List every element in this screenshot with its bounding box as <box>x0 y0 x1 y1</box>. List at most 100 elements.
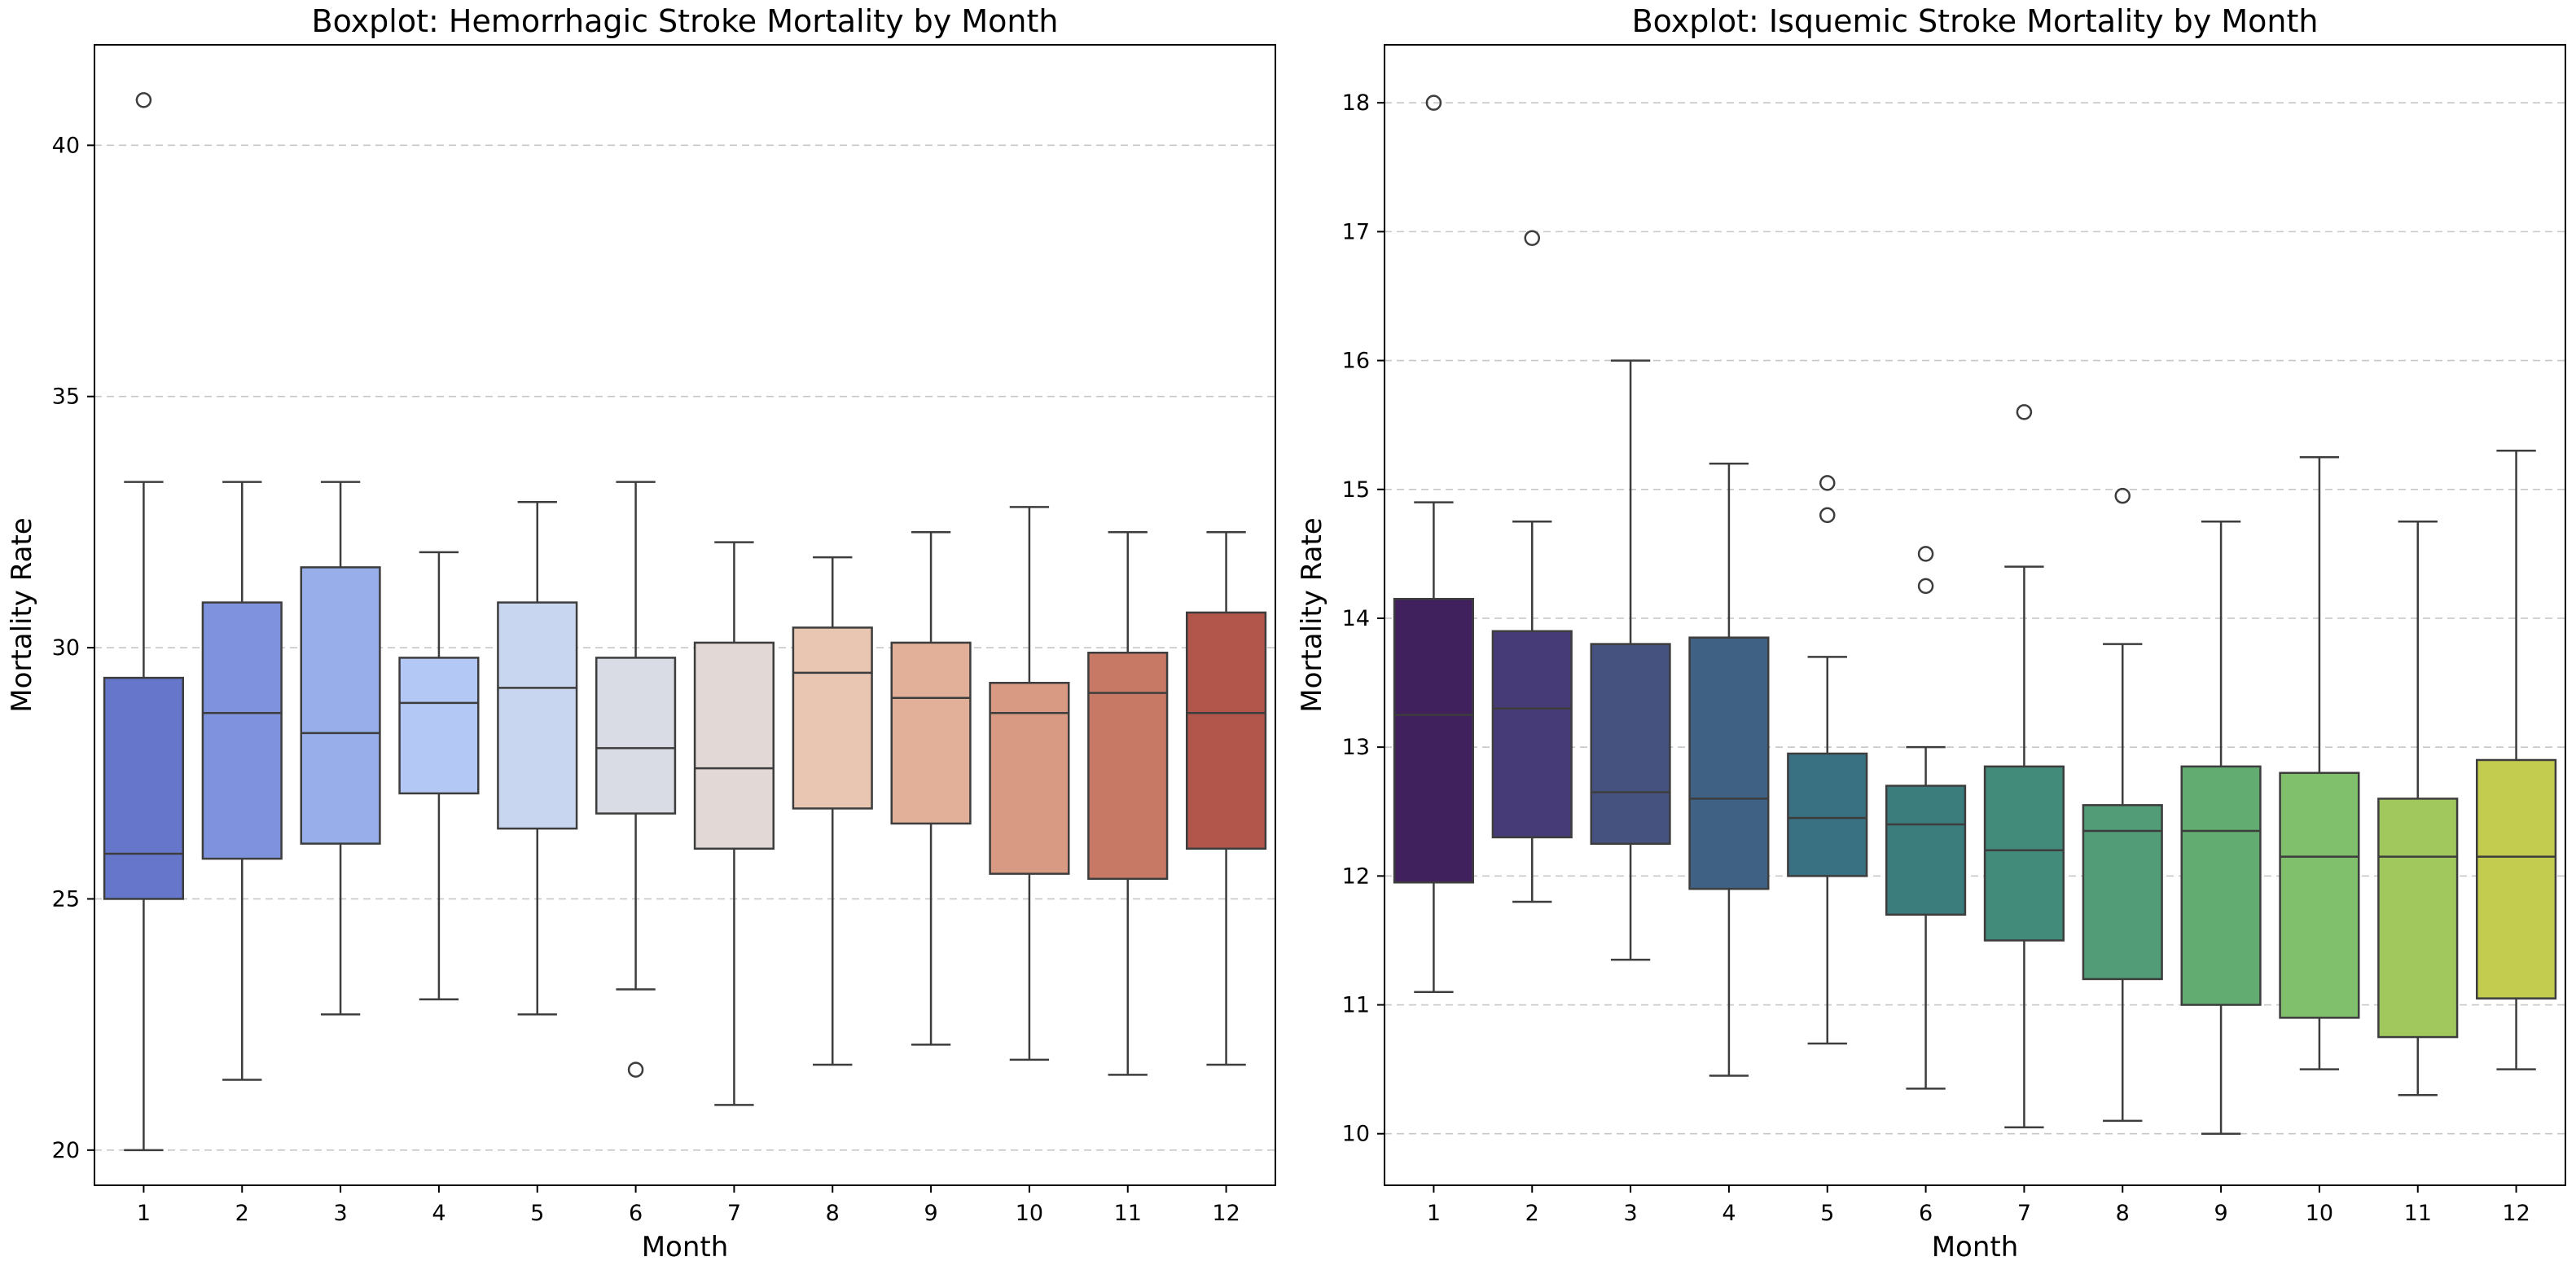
box-month-9 <box>890 530 972 1046</box>
box-month-8 <box>792 556 873 1066</box>
y-tick-label: 13 <box>1342 735 1370 760</box>
outlier-point <box>135 92 152 108</box>
y-tick-label: 15 <box>1342 477 1370 503</box>
box-month-7 <box>693 541 775 1106</box>
outlier-point <box>1524 230 1540 247</box>
box-month-11 <box>1087 530 1169 1076</box>
box-month-2 <box>201 481 283 1081</box>
y-tick-label: 30 <box>52 635 80 661</box>
x-tick-label: 3 <box>333 1201 347 1226</box>
y-tick-label: 18 <box>1342 90 1370 116</box>
box-month-6 <box>595 481 677 1078</box>
x-tick-label: 5 <box>1820 1201 1834 1226</box>
iqr-box <box>2180 765 2262 1006</box>
y-tick-label: 10 <box>1342 1122 1370 1147</box>
outlier-point <box>1425 94 1442 111</box>
iqr-box <box>1087 652 1169 881</box>
iqr-box <box>2082 804 2163 981</box>
iqr-box <box>890 641 972 825</box>
box-month-2 <box>1491 230 1573 903</box>
box-month-6 <box>1885 546 1967 1090</box>
outlier-point <box>2016 404 2033 420</box>
iqr-box <box>693 641 775 850</box>
x-tick-label: 9 <box>2214 1201 2227 1226</box>
box-month-12 <box>1186 530 1267 1066</box>
y-tick-label: 11 <box>1342 993 1370 1018</box>
y-tick-label: 16 <box>1342 349 1370 374</box>
box-month-7 <box>1983 404 2065 1129</box>
x-tick-label: 4 <box>432 1201 445 1226</box>
x-tick-label: 2 <box>1525 1201 1539 1226</box>
iqr-box <box>103 676 184 900</box>
x-tick-label: 12 <box>1212 1201 1240 1226</box>
x-tick-label: 2 <box>235 1201 249 1226</box>
iqr-box <box>398 657 480 795</box>
box-month-9 <box>2180 521 2262 1135</box>
iqr-box <box>2279 771 2360 1019</box>
iqr-box <box>792 626 873 810</box>
outlier-point <box>627 1061 644 1078</box>
x-tick-label: 6 <box>629 1201 643 1226</box>
plot-frame <box>1384 44 2566 1186</box>
x-tick-label: 10 <box>1016 1201 1043 1226</box>
box-month-10 <box>989 506 1070 1061</box>
box-month-4 <box>1688 462 1770 1077</box>
iqr-box <box>2377 798 2459 1039</box>
y-tick-label: 12 <box>1342 864 1370 889</box>
x-tick-label: 9 <box>924 1201 937 1226</box>
y-axis-label: Mortality Rate <box>1296 517 1328 712</box>
box-month-4 <box>398 551 480 1001</box>
iqr-box <box>1983 765 2065 942</box>
x-tick-label: 12 <box>2502 1201 2530 1226</box>
x-tick-label: 4 <box>1722 1201 1736 1226</box>
x-tick-label: 1 <box>1427 1201 1441 1226</box>
iqr-box <box>1491 630 1573 839</box>
y-tick-label: 40 <box>52 133 80 158</box>
x-tick-label: 7 <box>727 1201 741 1226</box>
x-tick-label: 7 <box>2017 1201 2031 1226</box>
x-tick-label: 8 <box>826 1201 840 1226</box>
x-tick-label: 11 <box>1114 1201 1142 1226</box>
y-tick-label: 25 <box>52 886 80 912</box>
x-axis-label: Month <box>642 1231 729 1263</box>
iqr-box <box>595 657 677 815</box>
x-tick-label: 10 <box>2306 1201 2333 1226</box>
x-tick-label: 5 <box>530 1201 544 1226</box>
box-month-3 <box>1590 359 1671 961</box>
iqr-box <box>300 566 381 845</box>
iqr-box <box>2476 758 2557 1000</box>
box-month-3 <box>300 481 381 1016</box>
chart-title: Boxplot: Isquemic Stroke Mortality by Mo… <box>1632 3 2319 39</box>
x-axis-label: Month <box>1932 1231 2019 1263</box>
box-month-5 <box>497 500 578 1016</box>
x-tick-label: 11 <box>2404 1201 2432 1226</box>
chart-title: Boxplot: Hemorrhagic Stroke Mortality by… <box>312 3 1059 39</box>
box-month-5 <box>1787 475 1868 1045</box>
iqr-box <box>497 601 578 830</box>
box-month-8 <box>2082 487 2163 1123</box>
box-month-10 <box>2279 455 2360 1070</box>
plot-frame <box>94 44 1276 1186</box>
box-month-11 <box>2377 521 2459 1096</box>
outlier-point <box>1917 546 1934 562</box>
box-month-12 <box>2476 450 2557 1070</box>
outlier-point <box>1819 507 1836 524</box>
iqr-box <box>1393 597 1475 884</box>
outlier-point <box>1917 578 1934 595</box>
iqr-box <box>1885 784 1967 916</box>
outlier-point <box>2114 487 2131 504</box>
y-tick-label: 17 <box>1342 219 1370 244</box>
y-axis-label: Mortality Rate <box>6 517 38 712</box>
y-tick-label: 14 <box>1342 606 1370 631</box>
iqr-box <box>201 601 283 860</box>
box-month-1 <box>103 92 184 1152</box>
y-tick-label: 20 <box>52 1138 80 1163</box>
x-tick-label: 3 <box>1623 1201 1637 1226</box>
iqr-box <box>1590 643 1671 846</box>
x-tick-label: 1 <box>137 1201 151 1226</box>
box-month-1 <box>1393 94 1475 993</box>
x-tick-label: 6 <box>1919 1201 1933 1226</box>
